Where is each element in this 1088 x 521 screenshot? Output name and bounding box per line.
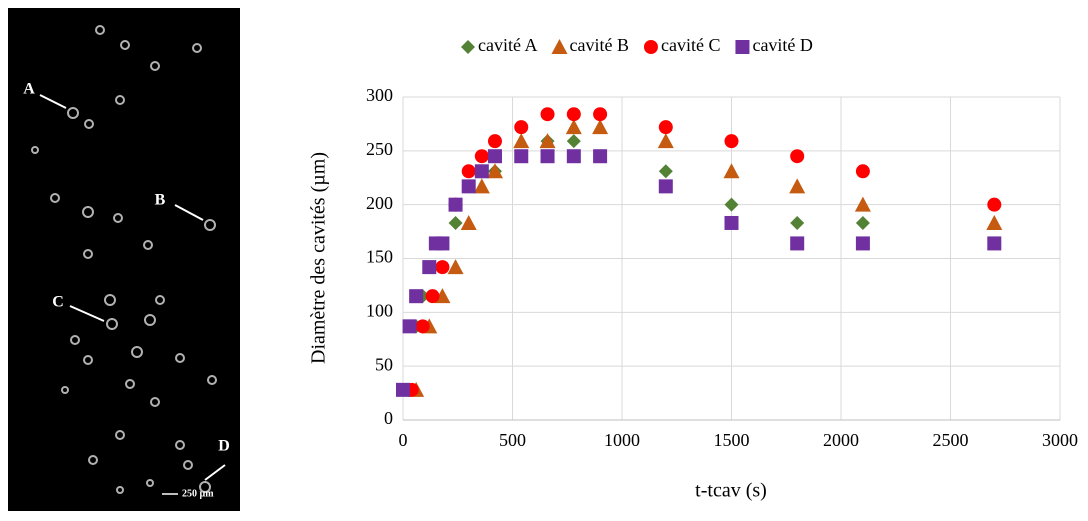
y-tick-label: 100 [366,300,393,320]
micrograph: A B C D 250 µm [8,8,240,511]
micrograph-background [8,8,240,511]
marker [460,214,477,230]
marker [566,107,581,122]
x-axis-label: t-tcav (s) [695,480,767,502]
marker [789,178,806,194]
cavity-label: A [23,81,35,98]
legend-marker [461,40,475,54]
marker [487,134,502,149]
y-tick-label: 200 [366,193,393,213]
legend-label: cavité C [661,35,720,55]
marker [592,119,609,135]
marker [657,133,674,149]
cavity-label: C [52,294,64,311]
marker [855,215,870,230]
x-tick-label: 0 [399,430,408,450]
legend-label: cavité A [478,35,537,55]
marker [540,107,555,122]
marker [566,149,581,164]
marker [396,382,410,397]
marker [435,260,450,275]
legend-label: cavité B [569,35,628,55]
legend-marker [643,40,658,54]
x-tick-label: 2500 [933,430,969,450]
scale-label: 250 µm [182,488,214,499]
x-tick-label: 2000 [823,430,859,450]
cavity-label: D [218,438,230,455]
x-tick-label: 1500 [714,430,750,450]
marker [658,179,673,194]
marker [565,119,582,135]
y-tick-label: 250 [366,139,393,159]
marker [593,107,608,122]
x-tick-label: 3000 [1042,430,1078,450]
y-tick-label: 150 [366,247,393,267]
marker [474,164,489,179]
x-tick-label: 1000 [604,430,640,450]
marker [474,149,489,164]
marker [539,133,556,149]
marker [790,149,805,164]
marker [415,319,430,334]
marker [987,236,1002,251]
marker [514,120,529,135]
marker [448,197,463,212]
marker [513,133,530,149]
marker [461,164,476,179]
marker [658,120,673,135]
marker [422,260,437,275]
marker [790,236,805,251]
marker [723,163,740,179]
marker [514,149,529,164]
marker [409,289,424,304]
cavity-dots [31,25,217,494]
marker [487,149,502,164]
y-axis-label: Diamètre des cavités (µm) [308,152,330,364]
marker [566,134,581,149]
marker [855,164,870,179]
marker [540,149,555,164]
y-tick-label: 50 [375,354,393,374]
marker [854,196,871,212]
marker [461,179,476,194]
marker [447,259,464,275]
y-tick-label: 300 [366,85,393,105]
legend-marker [551,39,568,54]
legend-label: cavité D [752,35,812,55]
marker [435,236,450,251]
marker [425,289,440,304]
x-tick-label: 500 [499,430,526,450]
marker [593,149,608,164]
y-tick-label: 0 [384,408,393,428]
marker [486,163,503,179]
arrows [39,94,226,481]
marker [448,215,463,230]
marker [473,178,490,194]
marker [855,236,870,251]
marker [790,215,805,230]
marker [402,319,417,334]
marker [724,134,739,149]
marker [986,214,1003,230]
marker [987,197,1002,212]
marker [658,164,673,179]
cavity-label: B [155,192,166,209]
marker [724,197,739,212]
legend-marker [735,40,750,54]
marker [724,215,739,230]
